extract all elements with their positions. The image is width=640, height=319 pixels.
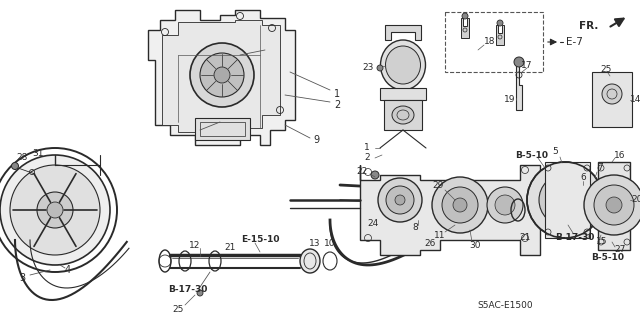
Circle shape	[514, 57, 524, 67]
Text: 21: 21	[519, 233, 531, 241]
Text: 19: 19	[504, 95, 516, 105]
Text: 29: 29	[432, 181, 444, 189]
Circle shape	[378, 178, 422, 222]
Circle shape	[432, 177, 488, 233]
Text: B-17-30: B-17-30	[168, 286, 208, 294]
Circle shape	[584, 175, 640, 235]
Circle shape	[487, 187, 523, 223]
Circle shape	[527, 162, 603, 238]
Polygon shape	[385, 25, 421, 40]
Text: 20: 20	[631, 196, 640, 204]
Text: S5AC-E1500: S5AC-E1500	[477, 300, 533, 309]
Text: E-7: E-7	[566, 37, 582, 47]
Ellipse shape	[392, 106, 414, 124]
Text: 28: 28	[16, 153, 28, 162]
Circle shape	[0, 155, 110, 265]
Circle shape	[37, 192, 73, 228]
Circle shape	[462, 13, 468, 19]
Polygon shape	[148, 10, 295, 145]
Circle shape	[197, 290, 203, 296]
Text: 16: 16	[614, 151, 626, 160]
Polygon shape	[496, 25, 504, 45]
Circle shape	[10, 165, 100, 255]
Text: B-5-10: B-5-10	[515, 151, 548, 160]
Text: 18: 18	[484, 38, 496, 47]
Circle shape	[371, 171, 379, 179]
Circle shape	[553, 188, 577, 212]
Text: 11: 11	[435, 231, 445, 240]
Circle shape	[190, 43, 254, 107]
Circle shape	[442, 187, 478, 223]
Circle shape	[539, 174, 591, 226]
Text: 7: 7	[597, 164, 603, 173]
Circle shape	[200, 53, 244, 97]
Circle shape	[386, 186, 414, 214]
Circle shape	[47, 202, 63, 218]
Circle shape	[395, 195, 405, 205]
Text: 2: 2	[334, 100, 340, 110]
Text: 1: 1	[364, 144, 370, 152]
Text: 12: 12	[189, 241, 201, 249]
Text: 25: 25	[600, 65, 612, 75]
Circle shape	[12, 162, 19, 169]
Text: B-17-30: B-17-30	[556, 233, 595, 241]
Polygon shape	[598, 162, 630, 250]
Bar	[445, 12, 543, 72]
Circle shape	[495, 195, 515, 215]
Ellipse shape	[300, 249, 320, 273]
Text: 5: 5	[552, 147, 558, 157]
Bar	[200, 122, 245, 136]
Text: 27: 27	[614, 246, 626, 255]
Circle shape	[594, 185, 634, 225]
Polygon shape	[380, 88, 426, 100]
Polygon shape	[360, 165, 540, 255]
Text: 25: 25	[172, 306, 184, 315]
Bar	[195, 118, 250, 140]
Text: 31: 31	[32, 149, 44, 158]
Circle shape	[560, 195, 570, 205]
Polygon shape	[516, 60, 522, 110]
Text: E-15-10: E-15-10	[241, 235, 279, 244]
Circle shape	[214, 67, 230, 83]
Text: 13: 13	[309, 239, 321, 248]
Text: 8: 8	[412, 224, 418, 233]
Polygon shape	[384, 100, 422, 130]
Text: 21: 21	[224, 243, 236, 253]
Text: 23: 23	[363, 63, 374, 72]
Circle shape	[497, 20, 503, 26]
Text: 3: 3	[19, 273, 25, 283]
Text: 14: 14	[630, 95, 640, 105]
Circle shape	[602, 84, 622, 104]
Circle shape	[453, 198, 467, 212]
Text: 6: 6	[580, 174, 586, 182]
Text: 10: 10	[324, 239, 336, 248]
Text: 1: 1	[334, 89, 340, 99]
Polygon shape	[162, 20, 280, 132]
Text: B-5-10: B-5-10	[591, 254, 625, 263]
Text: 4: 4	[65, 265, 71, 275]
Text: 2: 2	[364, 153, 370, 162]
Text: 30: 30	[469, 241, 481, 249]
Text: 24: 24	[367, 219, 379, 227]
Text: 22: 22	[356, 167, 367, 176]
Text: 26: 26	[424, 239, 436, 248]
Ellipse shape	[385, 46, 420, 84]
Polygon shape	[545, 162, 590, 238]
Ellipse shape	[381, 40, 426, 90]
Text: FR.: FR.	[579, 21, 598, 31]
Text: 15: 15	[596, 238, 608, 247]
Bar	[592, 72, 632, 127]
Polygon shape	[461, 18, 469, 38]
Circle shape	[377, 65, 383, 71]
Circle shape	[606, 197, 622, 213]
Text: 9: 9	[313, 135, 319, 145]
Text: 17: 17	[521, 61, 532, 70]
